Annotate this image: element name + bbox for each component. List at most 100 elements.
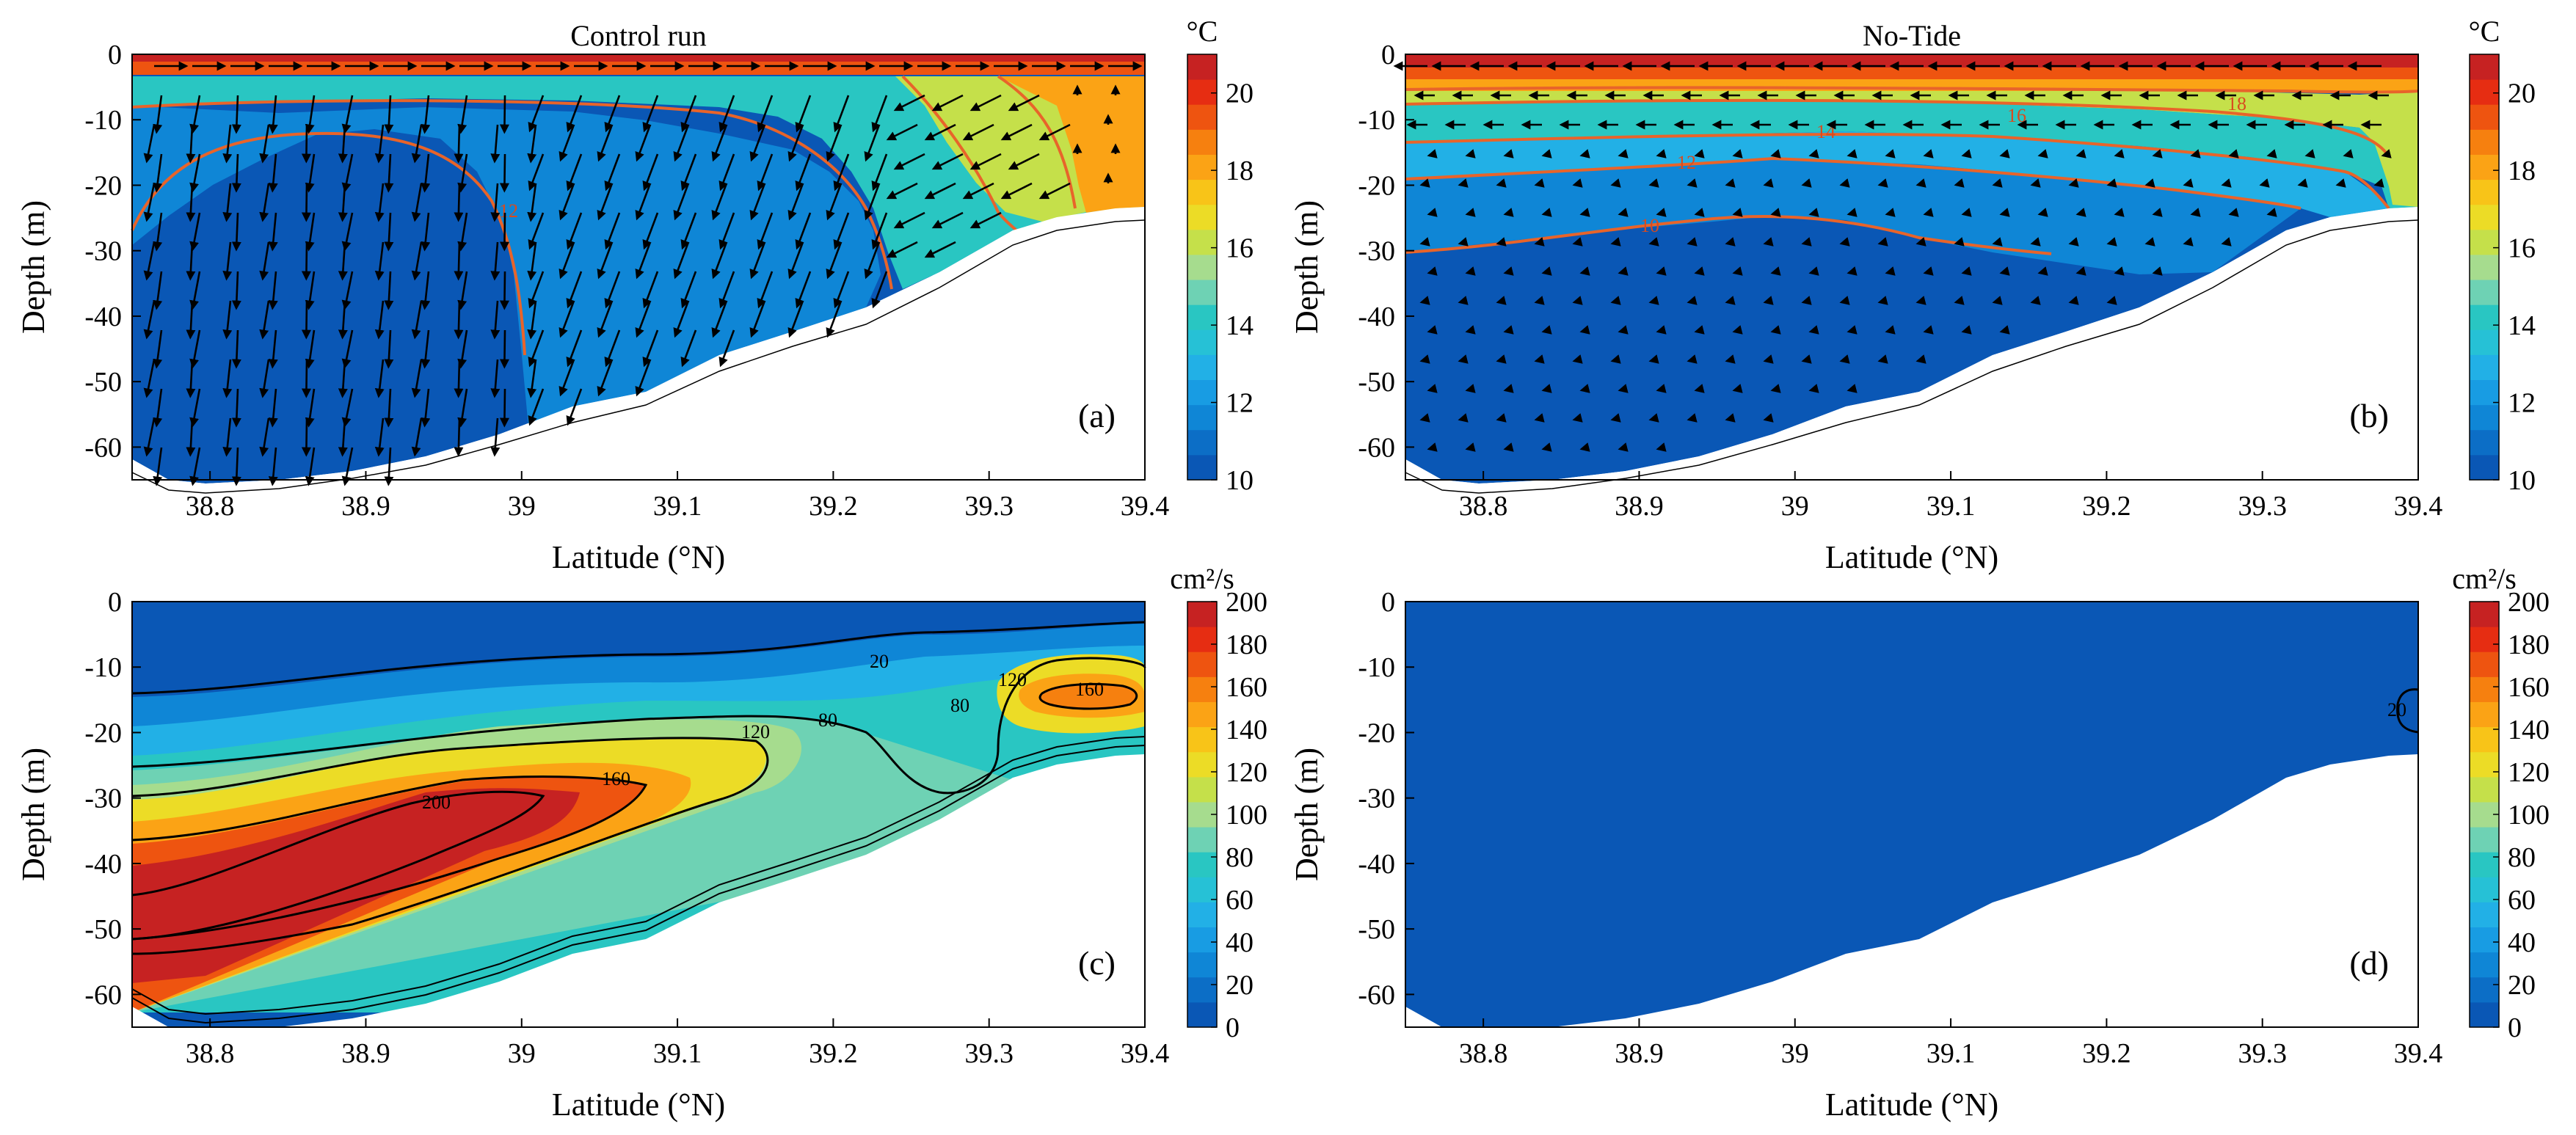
panel-b-ytick-label: 0 <box>1381 40 1395 70</box>
velocity-arrow <box>969 211 1002 229</box>
colorbar-frame <box>2469 54 2500 481</box>
panel-d-xtick-label: 39 <box>1781 1038 1809 1069</box>
panel-a-ytick-label: -30 <box>84 236 122 267</box>
velocity-arrow <box>259 241 270 281</box>
colorbar-swatch <box>1187 79 1217 105</box>
velocity-arrow <box>1008 94 1040 112</box>
velocity-arrow <box>1687 178 1698 188</box>
velocity-arrow <box>153 271 163 310</box>
velocity-arrow <box>924 241 956 258</box>
velocity-arrow <box>374 124 385 164</box>
panel-b-ytick-label: -30 <box>1358 236 1395 267</box>
velocity-arrow <box>2152 208 2163 217</box>
velocity-arrow <box>1579 266 1590 276</box>
panel-c-contour-200 <box>131 790 545 941</box>
panel-b-contour-label-12: 12 <box>1677 152 1696 173</box>
velocity-arrow <box>189 329 201 369</box>
velocity-arrow <box>499 271 509 310</box>
velocity-arrow <box>499 95 509 134</box>
panel-a-ylabel: Depth (m) <box>15 200 51 334</box>
colorbar-swatch <box>1187 1001 1217 1028</box>
velocity-arrow <box>1000 123 1033 141</box>
velocity-arrow <box>718 153 735 191</box>
velocity-arrow <box>189 271 201 310</box>
velocity-arrow <box>1496 178 1507 188</box>
velocity-arrow <box>757 271 774 309</box>
velocity-arrow <box>1419 237 1430 247</box>
colorbar-swatch <box>2470 776 2499 803</box>
velocity-arrow <box>341 329 354 369</box>
panel-a-contour-label-12: 12 <box>499 200 518 222</box>
colorbar-swatch <box>2470 54 2499 80</box>
velocity-arrow <box>305 271 316 310</box>
velocity-arrow <box>1610 178 1621 188</box>
velocity-arrow <box>1694 208 1705 217</box>
velocity-arrow <box>833 95 850 133</box>
colorbar-tick-label: 180 <box>1226 629 1267 660</box>
velocity-arrow <box>718 271 735 309</box>
colorbar-swatch <box>2470 429 2499 456</box>
velocity-arrow <box>421 329 431 369</box>
velocity-arrow <box>374 241 385 281</box>
velocity-arrow <box>1458 178 1469 188</box>
velocity-arrow <box>1579 208 1590 217</box>
velocity-arrow <box>153 329 163 369</box>
velocity-arrow <box>597 183 614 221</box>
velocity-arrow <box>757 153 774 191</box>
velocity-arrow <box>499 329 509 369</box>
velocity-arrow <box>411 124 423 164</box>
colorbar-swatch <box>2470 354 2499 381</box>
velocity-arrow <box>527 241 537 281</box>
velocity-arrow <box>1847 266 1858 276</box>
velocity-arrow <box>749 300 766 338</box>
velocity-arrow <box>1648 237 1659 247</box>
panel-a-ytick-label: 0 <box>108 40 122 70</box>
velocity-arrow <box>143 124 156 164</box>
velocity-arrow <box>871 95 888 133</box>
velocity-arrow <box>1915 237 1926 247</box>
velocity-arrow <box>1961 208 1972 217</box>
velocity-arrow <box>1419 413 1430 423</box>
panel-a-contour-14 <box>131 99 893 290</box>
velocity-arrow <box>1999 266 2010 276</box>
colorbar-swatch <box>2470 701 2499 728</box>
panel-b-field: 10 12 14 16 18 <box>1393 54 2419 494</box>
velocity-arrow <box>1801 296 1812 305</box>
velocity-arrow <box>1419 178 1430 188</box>
panel-b-ytick-label: -10 <box>1358 105 1395 136</box>
velocity-arrow <box>338 417 348 457</box>
velocity-arrow <box>222 359 233 398</box>
velocity-arrow <box>1725 296 1736 305</box>
colorbar-tick-label: 20 <box>1226 970 1254 1001</box>
velocity-arrow <box>1427 325 1438 335</box>
velocity-arrow <box>259 124 270 164</box>
velocity-arrow <box>457 388 468 428</box>
velocity-arrow <box>1534 413 1545 423</box>
velocity-arrow <box>231 212 241 252</box>
velocity-arrow <box>189 153 201 193</box>
colorbar-swatch <box>1187 404 1217 431</box>
panel-b-contour-12 <box>1405 156 2302 210</box>
velocity-arrow <box>757 212 774 250</box>
panel-a-xtick-label: 39 <box>508 491 536 522</box>
velocity-arrow <box>490 300 501 340</box>
colorbar-swatch <box>1187 927 1217 953</box>
velocity-arrow <box>1725 237 1736 247</box>
velocity-arrow <box>527 300 537 340</box>
panel-a-ytick-label: -50 <box>84 367 122 398</box>
velocity-arrow <box>268 95 278 134</box>
velocity-arrow <box>2221 178 2232 188</box>
velocity-arrow <box>499 388 509 428</box>
panel-c-ylabel: Depth (m) <box>15 748 51 881</box>
panel-b-vectors <box>1393 61 2392 452</box>
velocity-arrow <box>2068 178 2079 188</box>
velocity-arrow <box>153 95 163 134</box>
velocity-arrow <box>1694 384 1705 393</box>
colorbar-tick-label: 10 <box>2508 465 2536 496</box>
panel-b-ylabel: Depth (m) <box>1289 200 1325 334</box>
panel-a-ytick-label: -10 <box>84 105 122 136</box>
velocity-arrow <box>1961 266 1972 276</box>
velocity-arrow <box>305 95 316 134</box>
colorbar-tick-label: 160 <box>1226 672 1267 703</box>
velocity-arrow <box>1572 296 1583 305</box>
